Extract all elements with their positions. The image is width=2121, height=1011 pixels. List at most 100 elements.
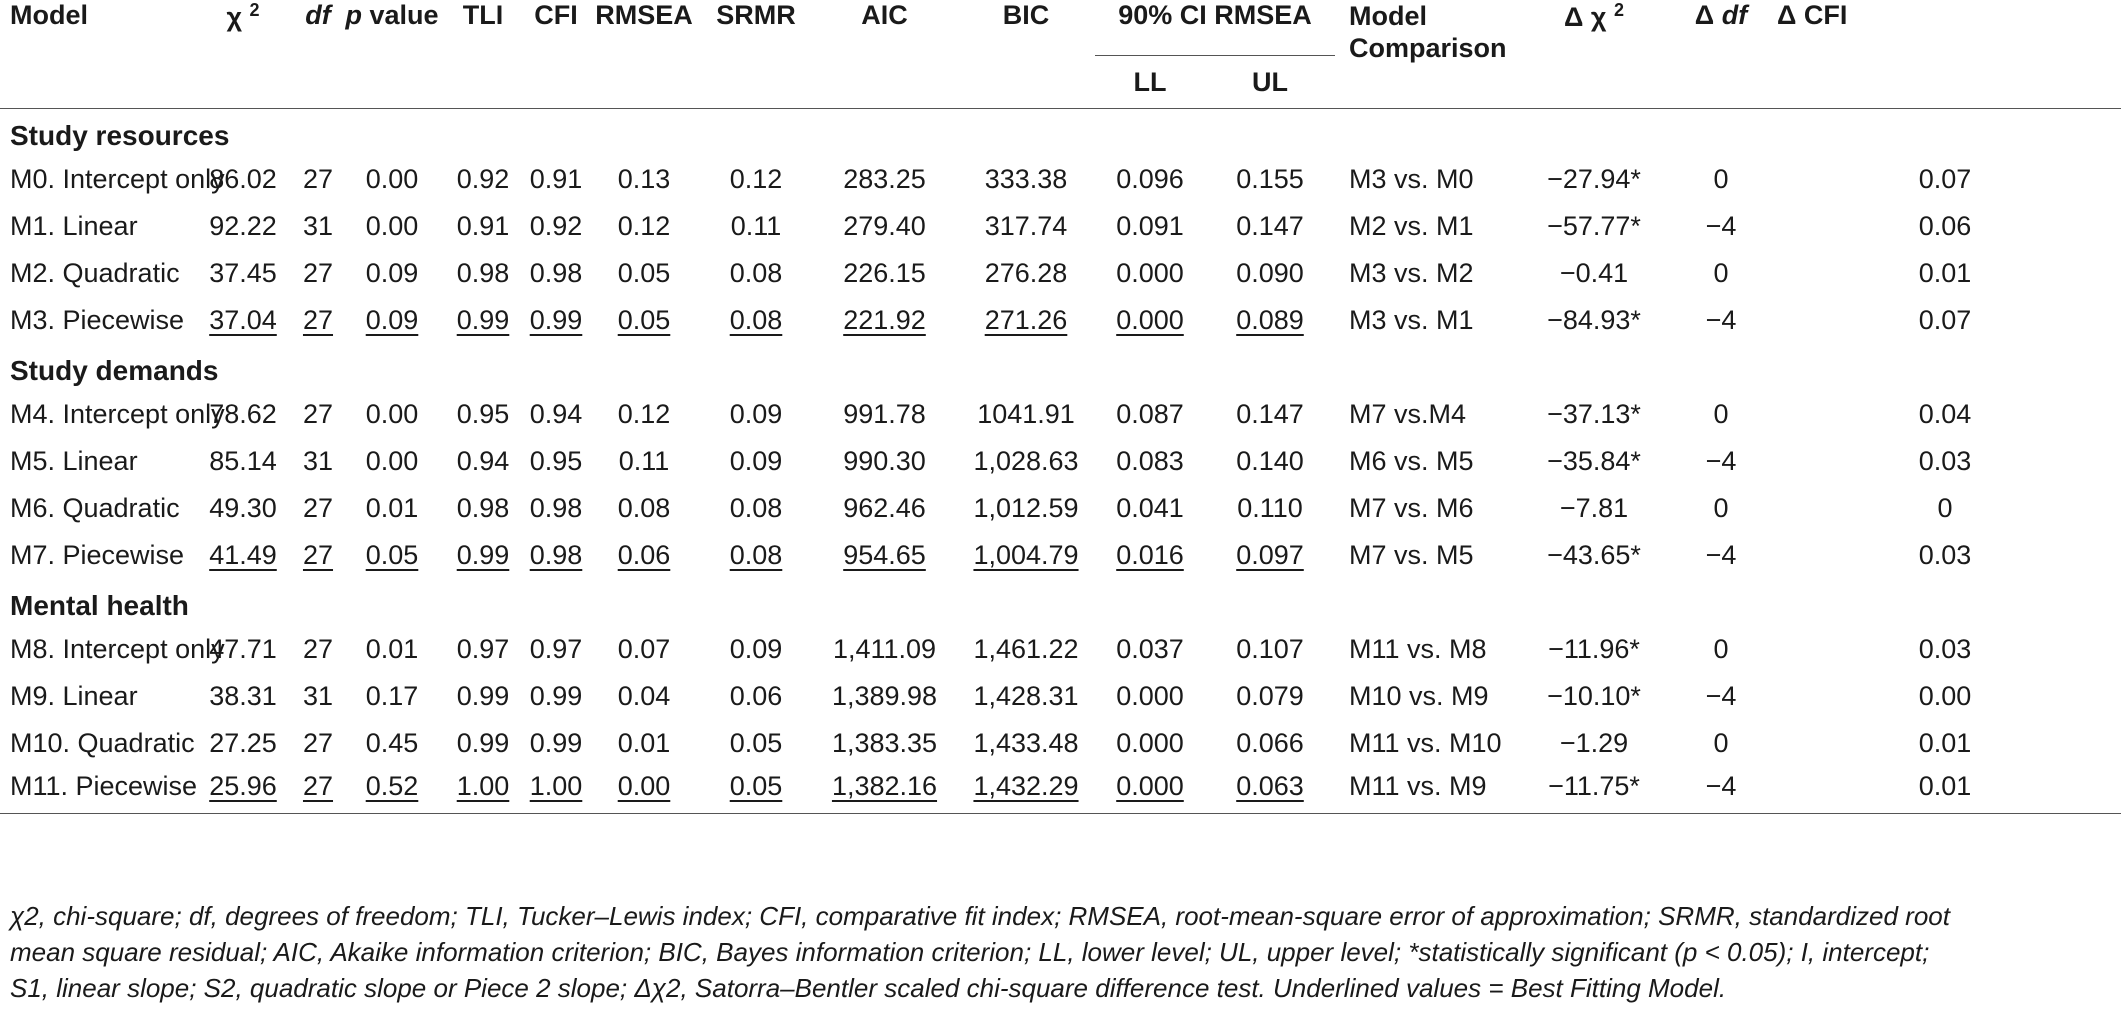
- cell-df: 31: [294, 203, 342, 250]
- cell-rmsea: 0.13: [588, 156, 700, 203]
- cell-value: 27: [302, 398, 334, 429]
- cell-value: 0.99: [529, 727, 583, 758]
- table-row: M6. Quadratic 49.30 27 0.01 0.98 0.98 0.08 0.08…: [0, 485, 2121, 532]
- cell-value: 0.01: [1918, 257, 1972, 288]
- cell-value: 27: [302, 771, 334, 802]
- cell-value: 991.78: [843, 398, 926, 429]
- cell-value: 0.98: [529, 257, 583, 288]
- cell-dcfi: 0.01: [1769, 250, 2121, 297]
- cell-ul: 0.063: [1205, 766, 1335, 814]
- cell-tli: 0.95: [442, 391, 524, 438]
- cell-cfi: 0.99: [524, 720, 588, 767]
- cell-value: M11 vs. M8: [1349, 633, 1487, 664]
- cell-comparison: M3 vs. M0: [1335, 156, 1515, 203]
- cell-value: 0: [1713, 727, 1729, 758]
- cell-value: M7 vs.M4: [1349, 398, 1467, 429]
- cell-value: 0.140: [1236, 445, 1304, 476]
- cell-cfi: 0.98: [524, 532, 588, 579]
- cell-value: 0.041: [1116, 492, 1184, 523]
- cell-value: 49.30: [209, 492, 277, 523]
- cell-value: −11.75*: [1548, 771, 1640, 802]
- cell-value: 0.99: [456, 304, 510, 335]
- cell-ll: 0.000: [1095, 766, 1205, 814]
- cell-value: 0.07: [1918, 304, 1972, 335]
- cell-ll: 0.041: [1095, 485, 1205, 532]
- cell-model: M11. Piecewise: [0, 766, 197, 814]
- cell-value: 37.45: [209, 257, 277, 288]
- cell-aic: 221.92: [812, 297, 957, 344]
- cell-value: M11. Piecewise: [10, 771, 198, 802]
- cell-dcfi: 0.01: [1769, 766, 2121, 814]
- cell-chi2: 41.49: [192, 532, 294, 579]
- cell-value: 85.14: [209, 445, 277, 476]
- cell-value: 38.31: [209, 680, 277, 711]
- cell-cfi: 0.92: [524, 203, 588, 250]
- cell-value: 0.01: [617, 727, 671, 758]
- cell-aic: 954.65: [812, 532, 957, 579]
- cell-value: 25.96: [209, 771, 277, 802]
- cell-value: 0: [1937, 492, 1953, 523]
- section-row: Study demands: [0, 344, 2121, 391]
- cell-value: M5. Linear: [10, 445, 138, 476]
- cell-df: 27: [294, 156, 342, 203]
- table-row: M10. Quadratic 27.25 27 0.45 0.99 0.99 0.01 0.0…: [0, 720, 2121, 767]
- header-aic: AIC: [861, 0, 908, 30]
- cell-srmr: 0.05: [700, 766, 812, 814]
- cell-value: 0.04: [617, 680, 671, 711]
- cell-p: 0.00: [342, 203, 442, 250]
- table-row: M1. Linear 92.22 31 0.00 0.91 0.92 0.12 0.11 279…: [0, 203, 2121, 250]
- cell-value: 0.079: [1236, 680, 1304, 711]
- cell-cfi: 0.98: [524, 485, 588, 532]
- cell-df: 27: [294, 766, 342, 814]
- cell-value: M2 vs. M1: [1349, 210, 1474, 241]
- cell-value: M8. Intercept only: [10, 633, 225, 664]
- cell-cfi: 0.97: [524, 626, 588, 673]
- cell-bic: 1,012.59: [957, 485, 1095, 532]
- cell-ul: 0.107: [1205, 626, 1335, 673]
- cell-value: 0.000: [1116, 304, 1184, 335]
- cell-srmr: 0.06: [700, 673, 812, 720]
- cell-cfi: 0.94: [524, 391, 588, 438]
- cell-value: 283.25: [843, 163, 926, 194]
- cell-aic: 962.46: [812, 485, 957, 532]
- cell-bic: 271.26: [957, 297, 1095, 344]
- cell-value: 0.09: [729, 445, 783, 476]
- header-cfi: CFI: [534, 0, 578, 30]
- cell-value: 27: [302, 492, 334, 523]
- table-row: M9. Linear 38.31 31 0.17 0.99 0.99 0.04 0.06 1,3…: [0, 673, 2121, 720]
- cell-chi2: 25.96: [192, 766, 294, 814]
- cell-dchi2: −57.77*: [1515, 203, 1673, 250]
- cell-tli: 0.97: [442, 626, 524, 673]
- cell-dchi2: −43.65*: [1515, 532, 1673, 579]
- cell-comparison: M11 vs. M9: [1335, 766, 1515, 814]
- cell-rmsea: 0.11: [588, 438, 700, 485]
- cell-value: 47.71: [209, 633, 277, 664]
- cell-srmr: 0.09: [700, 438, 812, 485]
- cell-value: 0.12: [729, 163, 783, 194]
- cell-ddf: −4: [1673, 673, 1769, 720]
- section-title: Study demands: [10, 355, 219, 386]
- cell-value: 0.98: [456, 257, 510, 288]
- header-p-value: p value: [345, 0, 439, 30]
- cell-ul: 0.090: [1205, 250, 1335, 297]
- cell-value: 0.99: [456, 727, 510, 758]
- header-chi2: χ 2: [226, 0, 260, 32]
- cell-value: −1.29: [1559, 727, 1629, 758]
- cell-bic: 1041.91: [957, 391, 1095, 438]
- cell-tli: 0.98: [442, 250, 524, 297]
- cell-ll: 0.000: [1095, 297, 1205, 344]
- cell-dchi2: −84.93*: [1515, 297, 1673, 344]
- cell-ddf: −4: [1673, 297, 1769, 344]
- cell-p: 0.17: [342, 673, 442, 720]
- cell-value: 0.08: [729, 304, 783, 335]
- cell-dchi2: −11.75*: [1515, 766, 1673, 814]
- cell-value: 31: [302, 445, 334, 476]
- table-row: M7. Piecewise 41.49 27 0.05 0.99 0.98 0.06 0.08…: [0, 532, 2121, 579]
- section-title: Study resources: [10, 120, 230, 152]
- cell-aic: 283.25: [812, 156, 957, 203]
- cell-cfi: 0.95: [524, 438, 588, 485]
- cell-value: −4: [1705, 680, 1737, 711]
- cell-value: 0.097: [1236, 539, 1304, 570]
- cell-ll: 0.000: [1095, 720, 1205, 767]
- cell-value: 0.06: [617, 539, 671, 570]
